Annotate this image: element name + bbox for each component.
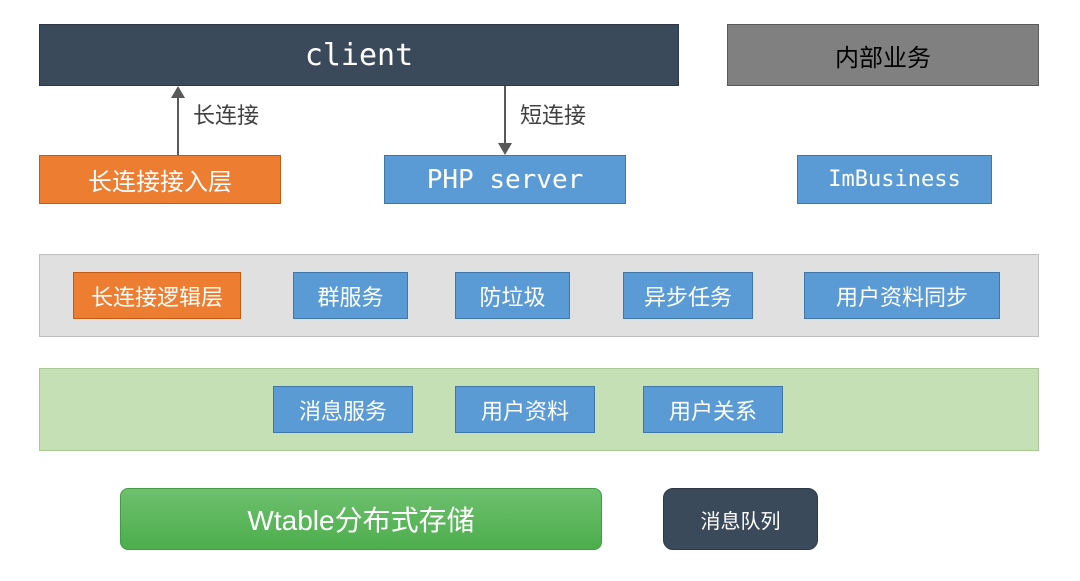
node-user-data-label: 用户资料 — [481, 394, 569, 426]
node-async-task: 异步任务 — [623, 272, 753, 319]
edge-short-conn-line — [504, 86, 506, 143]
edge-short-conn-label: 短连接 — [520, 98, 586, 130]
node-msg-service: 消息服务 — [273, 386, 413, 433]
node-php-server: PHP server — [384, 155, 626, 204]
node-client-label: client — [305, 38, 413, 73]
node-internal-biz: 内部业务 — [727, 24, 1039, 86]
node-long-conn-logic-label: 长连接逻辑层 — [91, 280, 223, 312]
node-group-service: 群服务 — [293, 272, 408, 319]
node-long-conn-access-label: 长连接接入层 — [88, 162, 232, 197]
node-client: client — [39, 24, 679, 86]
node-user-relation-label: 用户关系 — [669, 394, 757, 426]
node-wtable-label: Wtable分布式存储 — [247, 499, 474, 539]
edge-long-conn-arrow-icon — [171, 86, 185, 98]
node-internal-biz-label: 内部业务 — [835, 38, 931, 73]
edge-long-conn-line — [177, 98, 179, 155]
node-anti-spam: 防垃圾 — [455, 272, 570, 319]
node-php-server-label: PHP server — [427, 165, 584, 195]
node-anti-spam-label: 防垃圾 — [479, 280, 545, 312]
node-im-business: ImBusiness — [797, 155, 992, 204]
node-wtable: Wtable分布式存储 — [120, 488, 602, 550]
node-msg-queue: 消息队列 — [663, 488, 818, 550]
node-long-conn-logic: 长连接逻辑层 — [73, 272, 241, 319]
node-user-data-sync-label: 用户资料同步 — [836, 280, 968, 312]
edge-short-conn-arrow-icon — [498, 143, 512, 155]
node-im-business-label: ImBusiness — [828, 167, 960, 192]
edge-long-conn-label: 长连接 — [193, 98, 259, 130]
node-msg-queue-label: 消息队列 — [701, 505, 781, 534]
node-user-data-sync: 用户资料同步 — [804, 272, 1000, 319]
node-user-data: 用户资料 — [455, 386, 595, 433]
node-user-relation: 用户关系 — [643, 386, 783, 433]
node-async-task-label: 异步任务 — [644, 280, 732, 312]
node-msg-service-label: 消息服务 — [299, 394, 387, 426]
node-long-conn-access: 长连接接入层 — [39, 155, 281, 204]
node-group-service-label: 群服务 — [317, 280, 383, 312]
